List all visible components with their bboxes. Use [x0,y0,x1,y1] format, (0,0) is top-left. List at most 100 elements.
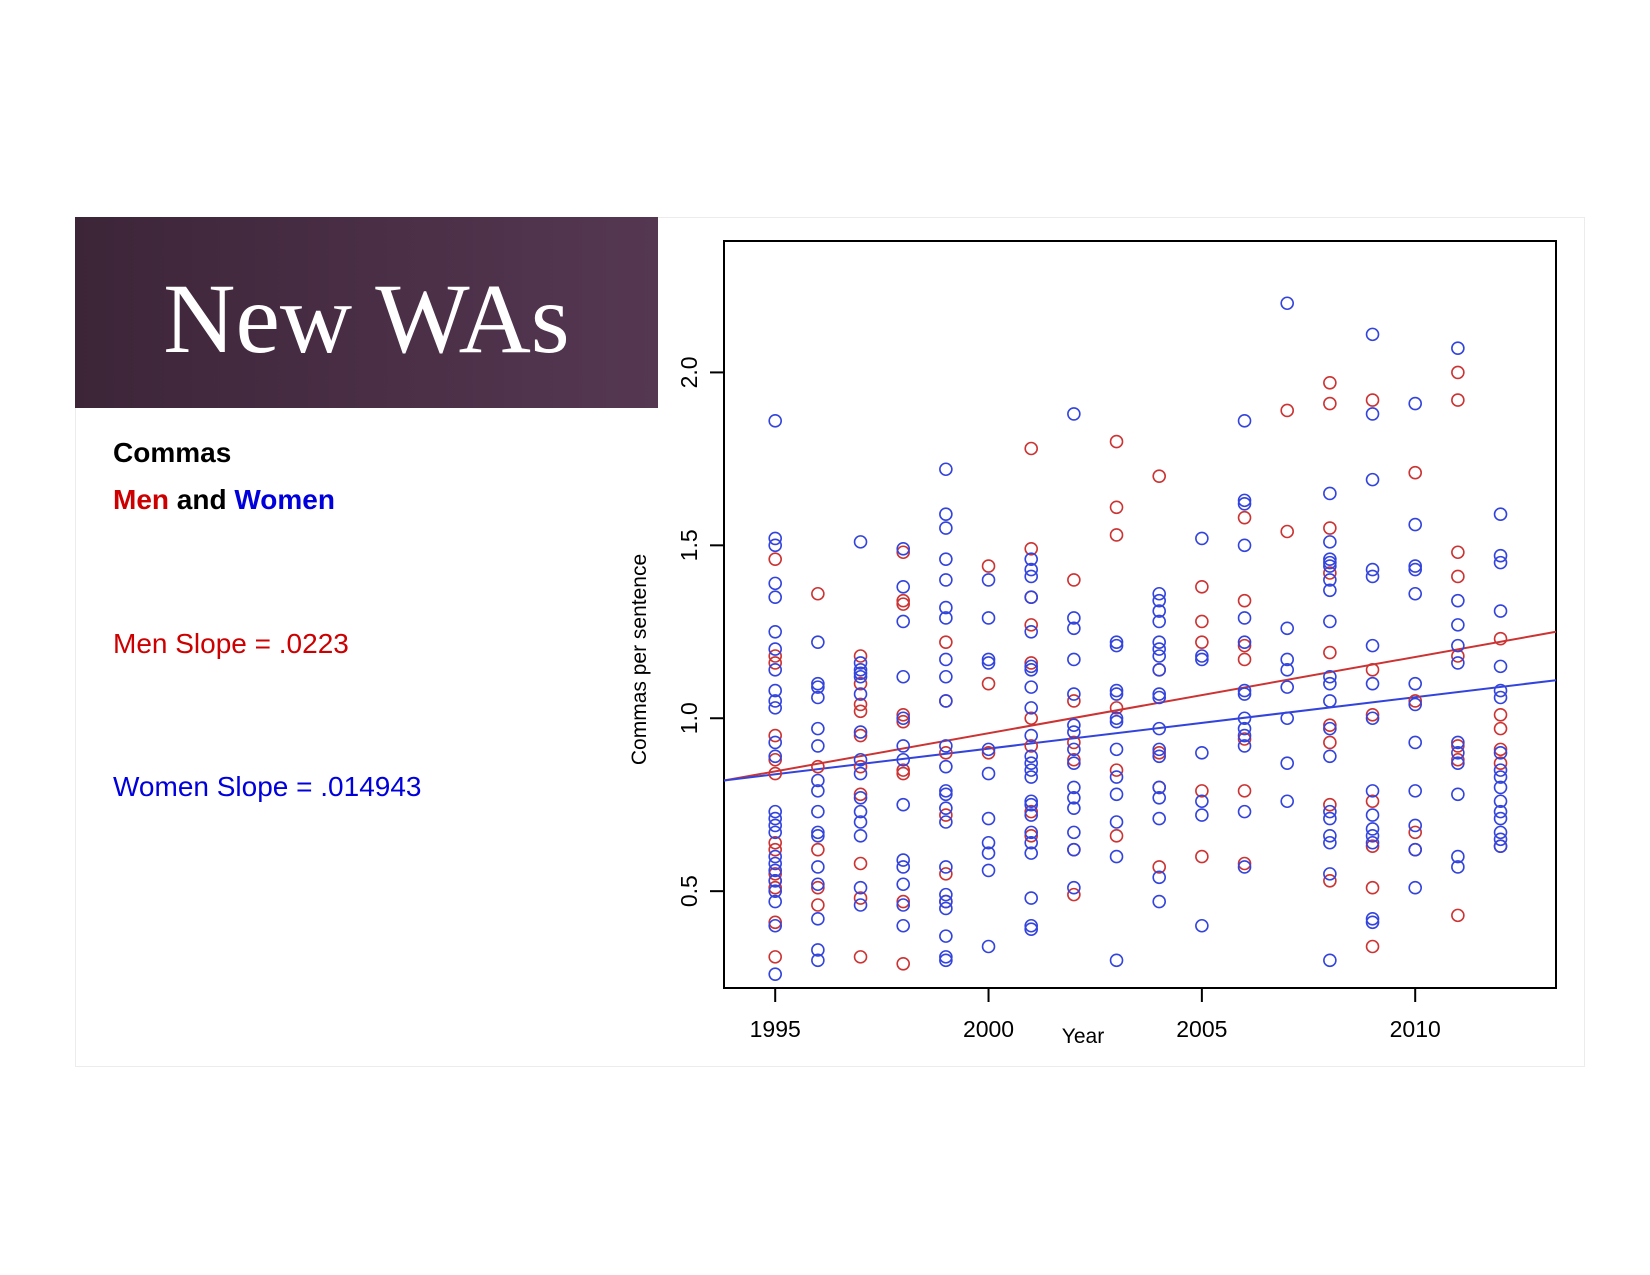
women-point [1152,663,1166,677]
women-point [1493,811,1508,826]
women-point [939,784,953,798]
women-point [1067,407,1081,421]
men-point [896,956,911,971]
men-point [1152,746,1166,760]
women-point [1195,746,1209,760]
women-point [1408,586,1422,601]
women-point [1109,787,1124,802]
women-point [1067,652,1081,667]
legend-women: Women [234,484,335,515]
women-point [1237,860,1252,874]
men-point [1024,739,1038,753]
men-point [1451,739,1465,753]
women-point [1195,649,1209,663]
men-point [896,545,911,560]
women-point [1493,548,1508,563]
women-point [1365,835,1380,850]
women-point [1024,922,1038,937]
women-point [1024,846,1038,860]
men-point [811,842,825,857]
women-point [1024,680,1038,694]
women-point [1024,825,1038,840]
women-point [1152,749,1166,764]
men-point [896,763,911,777]
women-point [1237,687,1252,701]
women-point [896,752,911,767]
women-point [853,898,868,912]
women-point [1323,583,1337,598]
women-point [981,939,996,954]
women-trend-line [723,679,1557,782]
women-point [1280,296,1294,311]
women-point [1280,794,1294,809]
men-point [896,714,911,729]
women-point [1323,614,1337,629]
women-point [768,663,783,677]
men-point [1237,856,1252,871]
women-point [1152,604,1166,618]
women-point [1323,486,1337,501]
women-point [1152,649,1166,663]
y-tick-label: 1.0 [676,702,702,734]
men-point [1493,707,1508,722]
men-point [896,766,911,781]
women-point [1024,749,1038,764]
women-point [1365,407,1380,421]
men-point [1024,656,1038,670]
women-point [939,573,953,587]
women-point [1109,849,1124,864]
men-point [1323,873,1337,888]
women-point [939,652,953,667]
men-point [1237,732,1252,746]
women-point [853,790,868,805]
men-point [981,746,996,760]
y-tick-label: 0.5 [676,875,702,907]
women-point [1451,787,1465,802]
women-point [811,943,825,957]
women-point [768,531,783,546]
men-point [811,898,825,912]
women-point [1451,735,1465,750]
men-point [811,759,825,774]
women-point [939,887,953,902]
women-point [1109,742,1124,757]
women-point [1109,711,1124,726]
women-point [1024,624,1038,639]
women-point [811,860,825,874]
women-point [1493,804,1508,819]
women-point [939,521,953,535]
women-point [939,759,953,774]
women-point [1365,784,1380,798]
women-point [1280,711,1294,726]
women-point [981,573,996,587]
men-point [1195,784,1209,798]
women-point [1408,818,1422,833]
women-point [939,950,953,964]
women-point [1237,493,1252,508]
women-point [853,804,868,819]
men-point [768,835,783,850]
women-point [1195,918,1209,933]
men-point [981,559,996,573]
women-point [1024,808,1038,822]
women-point [1451,656,1465,670]
men-point [1365,794,1380,809]
women-point [896,877,911,892]
women-point [1109,635,1124,649]
women-point [853,752,868,767]
women-point [1195,794,1209,809]
women-point [768,856,783,871]
women-point [1493,794,1508,809]
men-point [1109,434,1124,449]
women-point [1109,683,1124,698]
women-point [1024,835,1038,850]
women-point [1152,642,1166,656]
women-point [1365,915,1380,930]
women-point [853,687,868,701]
women-point [1323,552,1337,566]
men-point [896,707,911,722]
men-point [1408,465,1422,480]
women-point [768,624,783,639]
women-point [1323,804,1337,819]
women-point [811,676,825,691]
